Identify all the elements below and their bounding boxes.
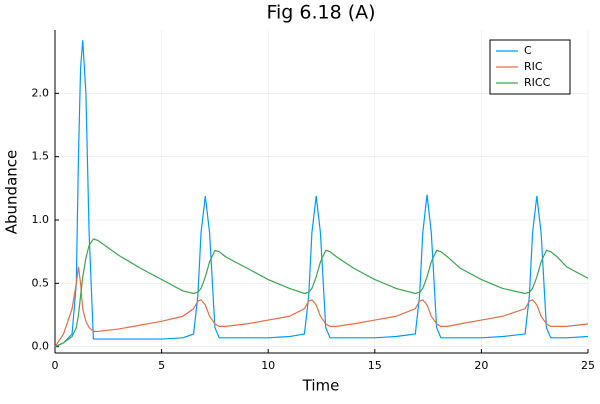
- series-line: [54, 266, 589, 348]
- y-tick-label: 1.0: [32, 213, 50, 226]
- y-tick-label: 1.5: [32, 150, 50, 163]
- x-tick-label: 20: [474, 359, 488, 372]
- x-tick-label: 0: [52, 359, 59, 372]
- y-tick-label: 0.0: [32, 340, 50, 353]
- legend-label: RIC: [524, 60, 543, 73]
- x-tick-label: 25: [581, 359, 595, 372]
- x-axis-label: Time: [302, 377, 340, 395]
- legend-label: C: [524, 44, 532, 57]
- legend-label: RICC: [524, 76, 551, 89]
- x-tick-label: 15: [368, 359, 382, 372]
- y-tick-label: 2.0: [32, 86, 50, 99]
- chart-title: Fig 6.18 (A): [266, 2, 375, 24]
- x-tick-label: 10: [261, 359, 275, 372]
- series-line: [54, 40, 589, 348]
- series-line: [54, 238, 589, 348]
- y-tick-label: 0.5: [32, 276, 50, 289]
- y-axis-label: Abundance: [3, 150, 21, 235]
- x-tick-label: 5: [158, 359, 165, 372]
